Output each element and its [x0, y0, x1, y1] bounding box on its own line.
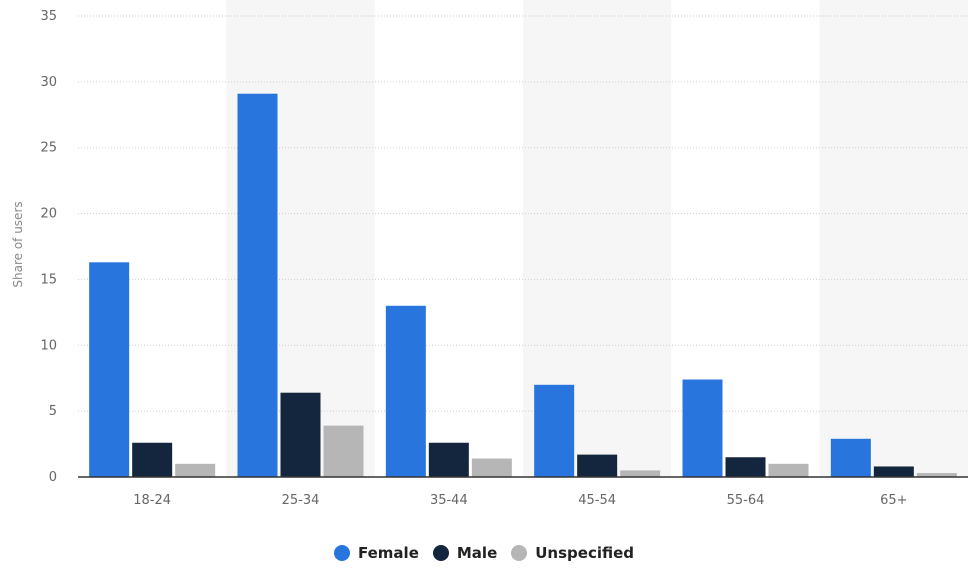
legend-item-female[interactable]: Female: [333, 544, 419, 562]
y-axis-label: Share of users: [11, 201, 25, 287]
y-tick-label: 5: [49, 404, 57, 419]
bars: [89, 93, 957, 477]
bar-male-55-64: [725, 457, 766, 477]
legend-swatch-male: [432, 545, 449, 561]
x-tick-label: 65+: [880, 493, 907, 508]
bar-female-35-44: [385, 305, 426, 477]
bar-male-35-44: [428, 442, 469, 477]
bar-male-25-34: [280, 392, 321, 477]
y-tick-label: 20: [40, 207, 57, 222]
y-tick-label: 15: [40, 272, 57, 287]
band-65+: [819, 0, 968, 477]
legend-item-male[interactable]: Male: [432, 544, 498, 562]
bar-female-55-64: [682, 379, 723, 477]
bar-unspecified-25-34: [323, 425, 364, 477]
legend-item-unspecified[interactable]: Unspecified: [511, 544, 634, 562]
bar-female-65+: [830, 438, 871, 477]
bar-unspecified-18-24: [175, 463, 216, 477]
grid-lines: [78, 15, 968, 412]
bar-unspecified-55-64: [768, 463, 809, 477]
x-axis-ticks: 18-24 25-34 35-44 45-54 55-64 65+: [133, 493, 907, 508]
y-tick-label: 25: [40, 141, 57, 156]
x-tick-label: 35-44: [430, 493, 468, 508]
bar-unspecified-45-54: [620, 470, 661, 477]
legend-label: Female: [357, 544, 419, 562]
legend-swatch-female: [333, 545, 350, 561]
bar-unspecified-35-44: [471, 458, 512, 477]
x-tick-label: 25-34: [282, 493, 320, 508]
legend: Female Male Unspecified: [0, 544, 968, 562]
bar-unspecified-65+: [916, 473, 957, 477]
alternating-bands: [226, 0, 968, 477]
y-tick-label: 10: [40, 338, 57, 353]
bar-male-18-24: [132, 442, 173, 477]
legend-label: Male: [456, 544, 498, 562]
bar-female-25-34: [237, 93, 278, 477]
y-axis-ticks: 0 5 10 15 20 25 30 35: [40, 9, 57, 485]
bar-chart: 0 5 10 15 20 25 30 35 18-24 25-34 35-44 45-54 55-64…: [11, 0, 968, 508]
bar-male-65+: [873, 466, 914, 477]
x-tick-label: 55-64: [727, 493, 765, 508]
x-tick-label: 45-54: [578, 493, 616, 508]
bar-female-45-54: [534, 384, 575, 477]
y-tick-label: 35: [40, 9, 57, 24]
bar-female-18-24: [89, 262, 130, 477]
legend-swatch-unspecified: [511, 545, 528, 561]
y-tick-label: 0: [49, 470, 57, 485]
y-tick-label: 30: [40, 75, 57, 90]
bar-male-45-54: [577, 454, 618, 477]
legend-label: Unspecified: [535, 544, 635, 562]
x-tick-label: 18-24: [133, 493, 171, 508]
